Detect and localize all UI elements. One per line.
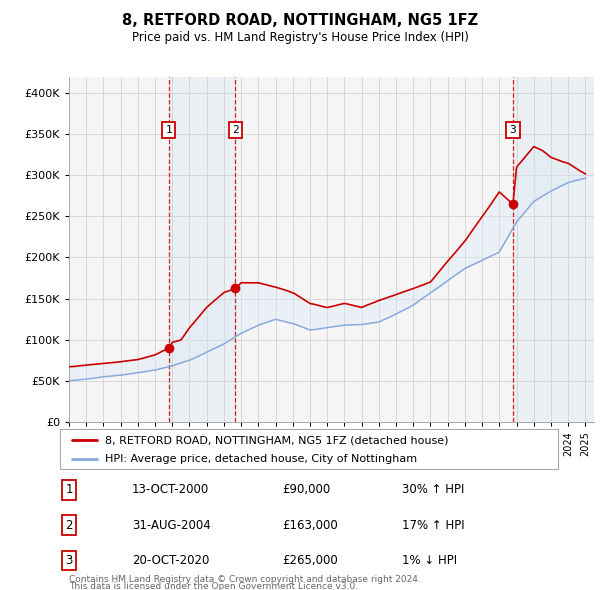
Text: 2: 2	[65, 519, 73, 532]
Text: 8, RETFORD ROAD, NOTTINGHAM, NG5 1FZ (detached house): 8, RETFORD ROAD, NOTTINGHAM, NG5 1FZ (de…	[105, 435, 448, 445]
Text: 31-AUG-2004: 31-AUG-2004	[132, 519, 211, 532]
Text: HPI: Average price, detached house, City of Nottingham: HPI: Average price, detached house, City…	[105, 454, 417, 464]
Text: 3: 3	[509, 125, 517, 135]
Text: £90,000: £90,000	[282, 483, 330, 496]
Bar	[169, 77, 235, 422]
Text: Price paid vs. HM Land Registry's House Price Index (HPI): Price paid vs. HM Land Registry's House …	[131, 31, 469, 44]
Text: 2: 2	[232, 125, 239, 135]
Text: 1% ↓ HPI: 1% ↓ HPI	[402, 554, 457, 567]
Text: 1: 1	[165, 125, 172, 135]
Text: 3: 3	[65, 554, 73, 567]
Text: 13-OCT-2000: 13-OCT-2000	[132, 483, 209, 496]
Text: 1: 1	[65, 483, 73, 496]
Text: 30% ↑ HPI: 30% ↑ HPI	[402, 483, 464, 496]
Text: 17% ↑ HPI: 17% ↑ HPI	[402, 519, 464, 532]
Text: Contains HM Land Registry data © Crown copyright and database right 2024.: Contains HM Land Registry data © Crown c…	[69, 575, 421, 584]
Bar	[513, 77, 594, 422]
Text: This data is licensed under the Open Government Licence v3.0.: This data is licensed under the Open Gov…	[69, 582, 358, 590]
Text: £265,000: £265,000	[282, 554, 338, 567]
Text: £163,000: £163,000	[282, 519, 338, 532]
Text: 8, RETFORD ROAD, NOTTINGHAM, NG5 1FZ: 8, RETFORD ROAD, NOTTINGHAM, NG5 1FZ	[122, 13, 478, 28]
Text: 20-OCT-2020: 20-OCT-2020	[132, 554, 209, 567]
